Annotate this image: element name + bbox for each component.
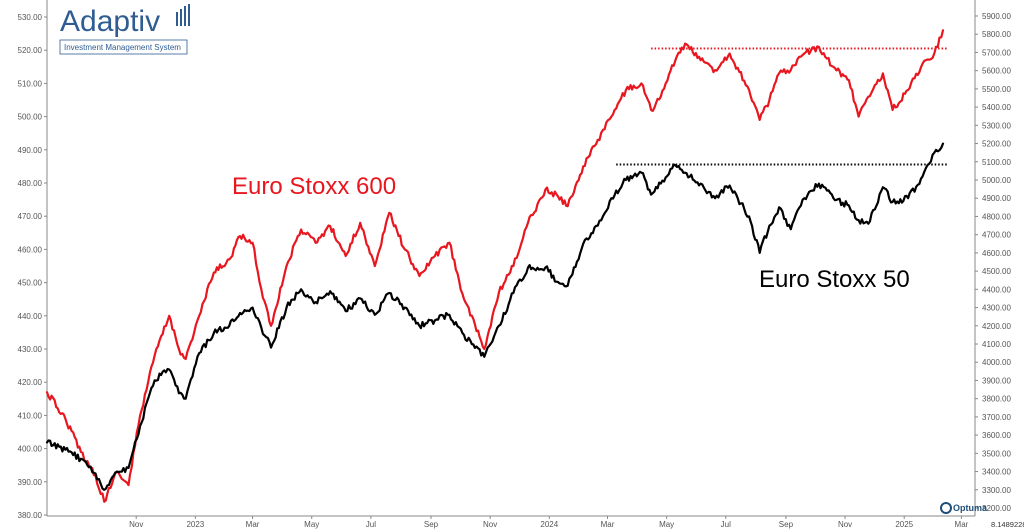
right-tick-label: 4900.00 (982, 194, 1011, 203)
x-tick-label: Nov (483, 520, 497, 529)
right-tick-label: 5300.00 (982, 121, 1011, 130)
adaptiv-logo: Adaptiv Investment Management System (59, 4, 190, 55)
right-tick-label: 5800.00 (982, 30, 1011, 39)
series-line-euro-stoxx-50 (45, 142, 945, 491)
x-tick-label: Jul (721, 520, 731, 529)
x-tick-label: Sep (779, 520, 794, 529)
left-tick-label: 390.00 (18, 478, 43, 487)
right-tick-label: 4800.00 (982, 212, 1011, 221)
series-label-euro-stoxx-600: Euro Stoxx 600 (232, 173, 396, 200)
logo-bars-icon (176, 4, 190, 26)
x-tick-label: May (659, 520, 674, 529)
left-tick-label: 450.00 (18, 279, 43, 288)
right-tick-label: 4000.00 (982, 358, 1011, 367)
resistance-lines (616, 47, 948, 166)
right-tick-label: 3800.00 (982, 395, 1011, 404)
left-tick-label: 510.00 (18, 79, 43, 88)
logo-tagline: Investment Management System (64, 43, 181, 52)
right-tick-label: 4700.00 (982, 231, 1011, 240)
logo-tagline-frame (59, 39, 188, 55)
right-tick-label: 3700.00 (982, 413, 1011, 422)
left-tick-label: 480.00 (18, 179, 43, 188)
right-tick-label: 4100.00 (982, 340, 1011, 349)
right-tick-label: 3500.00 (982, 449, 1011, 458)
left-tick-label: 430.00 (18, 345, 43, 354)
right-axis-ticks: 3200.00 3300.00 3400.00 3500.00 3600.00 3700.… (975, 12, 1011, 513)
left-tick-label: 500.00 (18, 113, 43, 122)
right-tick-label: 5700.00 (982, 48, 1011, 57)
right-tick-label: 5400.00 (982, 103, 1011, 112)
right-tick-label: 5500.00 (982, 85, 1011, 94)
x-tick-label: Nov (838, 520, 852, 529)
right-tick-label: 4400.00 (982, 285, 1011, 294)
right-tick-label: 3600.00 (982, 431, 1011, 440)
x-tick-label: 2024 (540, 520, 558, 529)
x-axis-ticks: Nov 2023 Mar May Jul Sep Nov 2024 Mar May Jul Sep No… (129, 516, 969, 529)
right-tick-label: 5000.00 (982, 176, 1011, 185)
right-tick-label: 4200.00 (982, 322, 1011, 331)
right-tick-label: 5200.00 (982, 140, 1011, 149)
right-tick-label: 3400.00 (982, 468, 1011, 477)
x-tick-label: Mar (601, 520, 615, 529)
right-tick-label: 3200.00 (982, 504, 1011, 513)
left-tick-label: 440.00 (18, 312, 43, 321)
left-tick-label: 410.00 (18, 411, 43, 420)
x-tick-label: Sep (424, 520, 439, 529)
left-tick-label: 520.00 (18, 46, 43, 55)
x-tick-label: Nov (129, 520, 143, 529)
optuma-credit-text: Optuma (953, 503, 988, 513)
value-readout: 8.1489228 (991, 520, 1024, 529)
x-tick-label: 2025 (895, 520, 913, 529)
series-lines (45, 29, 945, 503)
x-tick-label: May (304, 520, 319, 529)
left-tick-label: 380.00 (18, 511, 43, 520)
x-tick-label: Mar (246, 520, 260, 529)
right-tick-label: 4300.00 (982, 304, 1011, 313)
optuma-credit: Optuma (940, 502, 988, 514)
left-tick-label: 470.00 (18, 212, 43, 221)
right-tick-label: 5100.00 (982, 158, 1011, 167)
right-tick-label: 4500.00 (982, 267, 1011, 276)
right-tick-label: 4600.00 (982, 249, 1011, 258)
x-tick-label: Mar (955, 520, 969, 529)
left-tick-label: 460.00 (18, 245, 43, 254)
left-tick-label: 490.00 (18, 146, 43, 155)
series-line-euro-stoxx-600 (45, 29, 945, 503)
left-axis-ticks: 380.00 390.00 400.00 410.00 420.00 430.00 440.… (18, 13, 47, 520)
x-tick-label: 2023 (186, 520, 204, 529)
right-tick-label: 5600.00 (982, 67, 1011, 76)
x-tick-label: Jul (366, 520, 376, 529)
left-tick-label: 400.00 (18, 445, 43, 454)
left-tick-label: 420.00 (18, 378, 43, 387)
logo-name: Adaptiv (60, 5, 160, 38)
left-tick-label: 530.00 (18, 13, 43, 22)
series-label-euro-stoxx-50: Euro Stoxx 50 (759, 266, 910, 293)
right-tick-label: 5900.00 (982, 12, 1011, 21)
right-tick-label: 3900.00 (982, 376, 1011, 385)
optuma-logo-icon (940, 502, 952, 514)
right-tick-label: 3300.00 (982, 486, 1011, 495)
